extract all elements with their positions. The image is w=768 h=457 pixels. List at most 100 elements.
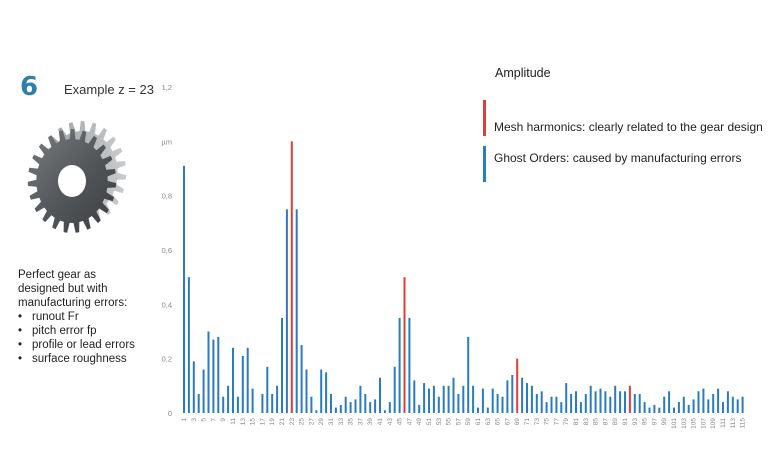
x-tick-label: 77	[553, 418, 560, 426]
ghost-order-bar	[379, 377, 381, 413]
ghost-order-bar	[398, 317, 401, 413]
legend-swatch-ghost	[483, 146, 486, 182]
y-tick-label: 0,8	[162, 192, 172, 201]
x-tick-label: 5	[201, 418, 208, 422]
ghost-order-bar	[437, 396, 440, 413]
ghost-order-bar	[232, 347, 234, 413]
x-tick-label: 65	[495, 418, 502, 426]
ghost-order-bar	[217, 336, 220, 413]
ghost-order-bar	[486, 407, 489, 413]
ghost-order-bar	[707, 399, 710, 413]
ghost-order-bar	[545, 402, 548, 413]
legend-label-mesh: Mesh harmonics: clearly related to the g…	[494, 120, 763, 134]
ghost-order-bar	[575, 391, 577, 413]
x-tick-label: 7	[210, 418, 217, 422]
ghost-order-bar	[560, 402, 563, 413]
ghost-order-bar	[447, 385, 450, 413]
ghost-order-bar	[349, 402, 352, 413]
ghost-order-bar	[736, 399, 739, 413]
x-tick-label: 21	[279, 418, 286, 426]
ghost-order-bar	[673, 407, 675, 413]
ghost-order-bar	[511, 375, 514, 413]
ghost-order-bar	[726, 391, 729, 413]
ghost-order-bar	[457, 394, 460, 413]
x-tick-label: 45	[397, 418, 404, 426]
ghost-order-bar	[222, 396, 225, 413]
ghost-order-bar	[202, 369, 205, 413]
ghost-order-bar	[462, 385, 465, 413]
x-tick-label: 29	[318, 418, 325, 426]
ghost-order-bar	[579, 402, 582, 413]
y-tick-label: 0,4	[162, 300, 172, 309]
x-tick-label: 105	[691, 418, 698, 429]
y-tick-label: 0	[168, 409, 172, 418]
ghost-order-bar	[663, 396, 666, 413]
x-tick-label: 73	[534, 418, 541, 426]
ghost-order-bar	[315, 410, 318, 413]
description: Perfect gear as designed but with manufa…	[18, 268, 135, 366]
x-tick-label: 81	[573, 418, 580, 426]
ghost-order-bar	[276, 385, 279, 413]
ghost-order-bar	[383, 410, 386, 413]
ghost-order-bar	[540, 391, 543, 413]
ghost-order-bar	[305, 369, 308, 413]
ghost-order-bar	[285, 209, 288, 414]
ghost-order-bar	[530, 385, 533, 413]
ghost-order-bar	[339, 404, 342, 414]
ghost-order-bar	[281, 317, 283, 413]
x-tick-label: 1	[181, 418, 188, 422]
x-tick-label: 113	[730, 418, 737, 429]
ghost-order-bar	[452, 377, 455, 413]
ghost-order-bar	[413, 380, 416, 413]
ghost-order-bar	[565, 383, 568, 413]
x-tick-label: 37	[357, 418, 364, 426]
x-tick-label: 101	[671, 418, 678, 429]
ghost-order-bar	[423, 383, 426, 413]
x-tick-label: 27	[308, 418, 315, 426]
ghost-order-bar	[241, 355, 244, 413]
ghost-order-bar	[521, 377, 524, 413]
ghost-order-bar	[717, 388, 720, 413]
ghost-order-bar	[643, 402, 646, 413]
legend-label-ghost: Ghost Orders: caused by manufacturing er…	[494, 151, 742, 165]
ghost-order-bar	[428, 388, 430, 413]
ghost-order-bar	[207, 331, 210, 413]
ghost-order-bar	[212, 339, 215, 413]
ghost-order-bar	[388, 402, 391, 413]
x-tick-label: 107	[700, 418, 707, 429]
ghost-order-bar	[624, 391, 626, 413]
x-tick-label: 87	[602, 418, 609, 426]
ghost-order-bar	[359, 385, 362, 413]
x-tick-label: 41	[377, 418, 384, 426]
ghost-order-bar	[535, 394, 538, 413]
ghost-order-bar	[570, 394, 573, 413]
x-tick-label: 99	[661, 418, 668, 426]
ghost-order-bar	[374, 399, 377, 413]
ghost-order-bar	[432, 385, 435, 413]
step-number: 6	[20, 72, 39, 102]
x-tick-label: 25	[299, 418, 306, 426]
x-tick-label: 95	[642, 418, 649, 426]
ghost-order-bar	[472, 385, 475, 413]
ghost-order-bar	[251, 388, 254, 413]
x-tick-label: 111	[720, 418, 727, 428]
mesh-harmonic-bar	[516, 358, 519, 413]
ghost-order-bar	[442, 385, 445, 413]
ghost-order-bar	[295, 209, 298, 414]
ghost-order-bar	[236, 396, 239, 413]
x-tick-label: 91	[622, 418, 629, 426]
description-line-1: Perfect gear as	[18, 269, 96, 281]
error-item-profile: profile or lead errors	[18, 338, 135, 352]
x-tick-label: 9	[220, 418, 227, 422]
ghost-order-bar	[271, 394, 274, 413]
ghost-order-bar	[266, 366, 269, 413]
x-tick-label: 31	[328, 418, 335, 426]
x-tick-label: 13	[240, 418, 247, 426]
ghost-order-bar	[619, 391, 622, 413]
x-tick-label: 53	[436, 418, 443, 426]
mesh-harmonic-bar	[628, 385, 631, 413]
gear-bore	[58, 165, 86, 197]
mesh-harmonic-bar	[290, 141, 293, 414]
ghost-order-bar	[526, 383, 528, 413]
